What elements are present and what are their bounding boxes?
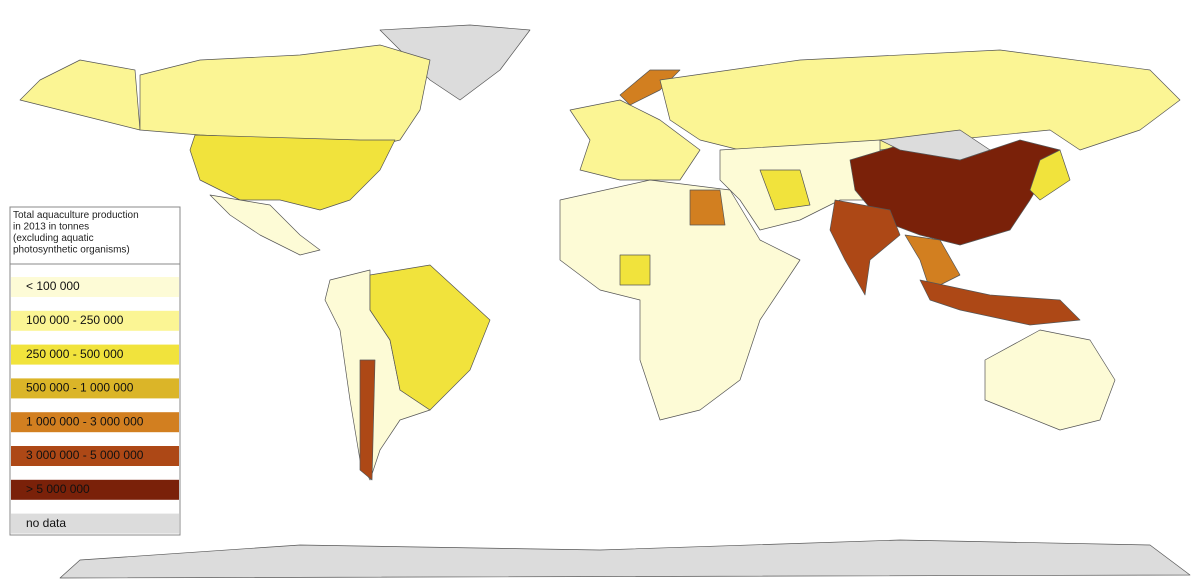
iran (759, 169, 811, 211)
mongolia (879, 129, 991, 161)
legend-title: (excluding aquatic (13, 233, 94, 244)
egypt (689, 189, 726, 226)
southeast-asia (904, 234, 961, 291)
antarctica (59, 539, 1191, 579)
australia (984, 329, 1116, 431)
indonesia (919, 279, 1081, 326)
europe (569, 99, 701, 181)
legend-label: > 5 000 000 (26, 482, 90, 496)
legend-swatch (11, 513, 179, 534)
canada (139, 44, 431, 151)
legend-swatch (11, 446, 179, 466)
legend-label: 100 000 - 250 000 (26, 313, 124, 327)
mexico (209, 194, 321, 256)
legend-swatch (11, 412, 179, 433)
usa (189, 134, 396, 211)
brazil (369, 264, 491, 411)
legend-swatch (11, 344, 179, 365)
legend-label: 1 000 000 - 3 000 000 (26, 414, 144, 428)
legend-title: in 2013 in tonnes (13, 222, 89, 233)
chile (359, 359, 376, 481)
alaska (19, 59, 141, 131)
legend-title: Total aquaculture production (13, 210, 139, 221)
legend-label: 3 000 000 - 5 000 000 (26, 448, 144, 462)
legend-label: 250 000 - 500 000 (26, 347, 124, 361)
legend-swatch (11, 310, 179, 331)
legend-title: photosynthetic organisms) (13, 245, 130, 256)
legend-swatch (11, 479, 179, 500)
india (829, 199, 901, 296)
africa (559, 179, 801, 421)
legend-swatch (11, 277, 179, 297)
legend-label: no data (26, 516, 66, 530)
nigeria (619, 254, 651, 286)
legend-label: 500 000 - 1 000 000 (26, 381, 134, 395)
russia (659, 49, 1181, 161)
japan (1029, 149, 1071, 201)
legend-swatch (11, 378, 179, 399)
legend-label: < 100 000 (26, 279, 80, 293)
